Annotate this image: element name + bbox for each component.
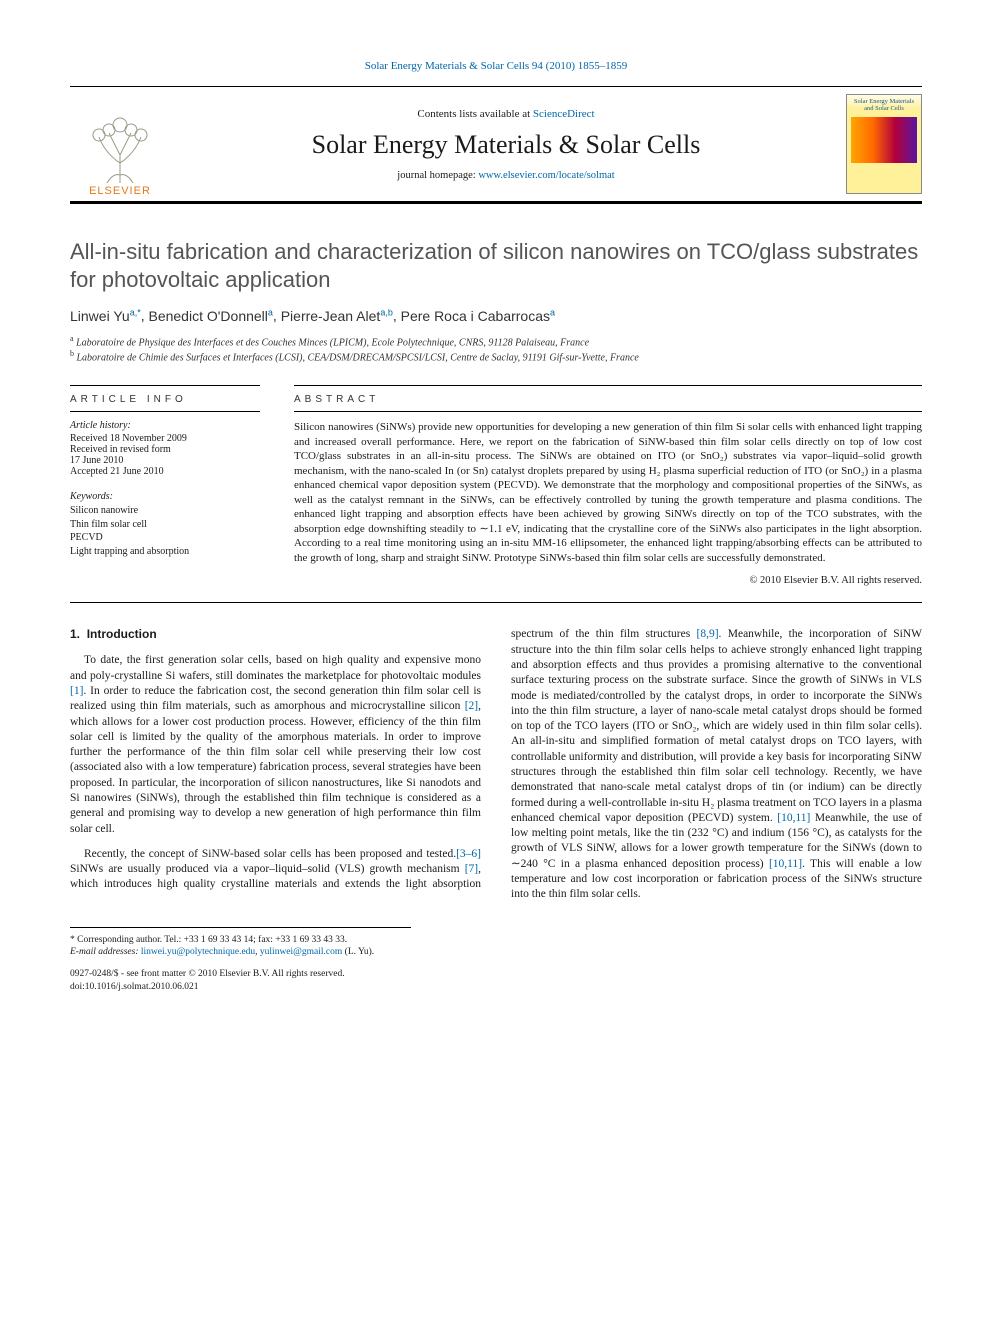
homepage-prefix: journal homepage:	[397, 170, 478, 181]
affiliation-b: b Laboratoire de Chimie des Surfaces et …	[70, 349, 922, 365]
sciencedirect-link[interactable]: ScienceDirect	[533, 108, 595, 120]
section-divider	[70, 602, 922, 603]
issn-line: 0927-0248/$ - see front matter © 2010 El…	[70, 968, 922, 980]
bottom-meta: 0927-0248/$ - see front matter © 2010 El…	[70, 968, 922, 993]
history-revised-1: Received in revised form	[70, 444, 260, 455]
contents-prefix: Contents lists available at	[417, 108, 532, 120]
ref-link[interactable]: [1]	[70, 685, 83, 697]
ref-link[interactable]: [10,11]	[777, 812, 810, 824]
keywords-label: Keywords:	[70, 491, 260, 502]
author-3: Pere Roca i Cabarrocasa	[401, 308, 555, 324]
history-label: Article history:	[70, 420, 260, 431]
history-revised-2: 17 June 2010	[70, 455, 260, 466]
author-0: Linwei Yua,*	[70, 308, 141, 324]
history-accepted: Accepted 21 June 2010	[70, 466, 260, 477]
ref-link[interactable]: [8,9]	[697, 628, 719, 640]
article-title: All-in-situ fabrication and characteriza…	[70, 238, 922, 293]
ref-link[interactable]: [3–6]	[456, 848, 481, 860]
corresponding-author-note: * Corresponding author. Tel.: +33 1 69 3…	[70, 934, 411, 946]
author-list: Linwei Yua,*, Benedict O'Donnella, Pierr…	[70, 307, 922, 324]
keyword-3: Light trapping and absorption	[70, 545, 260, 559]
abstract-body: Silicon nanowires (SiNWs) provide new op…	[294, 420, 922, 565]
ref-link[interactable]: [10,11]	[769, 858, 802, 870]
ref-link[interactable]: [7]	[465, 863, 478, 875]
journal-banner: ELSEVIER Contents lists available at Sci…	[70, 86, 922, 204]
article-info-heading: article info	[70, 394, 260, 405]
affiliation-a: a Laboratoire de Physique des Interfaces…	[70, 334, 922, 350]
affiliations: a Laboratoire de Physique des Interfaces…	[70, 334, 922, 366]
email-link-1[interactable]: linwei.yu@polytechnique.edu	[141, 947, 255, 957]
author-2: Pierre-Jean Aleta,b	[281, 308, 393, 324]
section-1-heading: 1. Introduction	[70, 627, 481, 643]
body-columns: 1. Introduction To date, the first gener…	[70, 627, 922, 902]
elsevier-tree-icon	[85, 115, 155, 183]
abstract-copyright: © 2010 Elsevier B.V. All rights reserved…	[294, 575, 922, 586]
abstract-heading: abstract	[294, 394, 922, 405]
footnotes: * Corresponding author. Tel.: +33 1 69 3…	[70, 927, 411, 959]
cover-title: Solar Energy Materials and Solar Cells	[849, 99, 919, 113]
abstract-box: abstract Silicon nanowires (SiNWs) provi…	[294, 379, 922, 586]
cover-band-graphic	[851, 117, 917, 163]
publisher-logo-area: ELSEVIER	[70, 87, 180, 201]
journal-homepage-line: journal homepage: www.elsevier.com/locat…	[180, 170, 832, 181]
doi-line: doi:10.1016/j.solmat.2010.06.021	[70, 981, 922, 993]
elsevier-logo: ELSEVIER	[70, 97, 170, 197]
journal-cover-thumbnail: Solar Energy Materials and Solar Cells	[846, 94, 922, 194]
ref-link[interactable]: [2]	[465, 700, 478, 712]
email-line: E-mail addresses: linwei.yu@polytechniqu…	[70, 946, 411, 958]
journal-name: Solar Energy Materials & Solar Cells	[180, 130, 832, 160]
keyword-0: Silicon nanowire	[70, 504, 260, 518]
keyword-1: Thin film solar cell	[70, 518, 260, 532]
elsevier-wordmark: ELSEVIER	[89, 185, 151, 197]
contents-available-line: Contents lists available at ScienceDirec…	[180, 108, 832, 120]
author-1: Benedict O'Donnella	[148, 308, 272, 324]
keyword-2: PECVD	[70, 531, 260, 545]
history-received: Received 18 November 2009	[70, 433, 260, 444]
header-citation: Solar Energy Materials & Solar Cells 94 …	[70, 60, 922, 72]
article-info-box: article info Article history: Received 1…	[70, 379, 260, 586]
body-para-1: To date, the first generation solar cell…	[70, 653, 481, 836]
email-link-2[interactable]: yulinwei@gmail.com	[260, 947, 342, 957]
journal-homepage-link[interactable]: www.elsevier.com/locate/solmat	[478, 170, 614, 181]
